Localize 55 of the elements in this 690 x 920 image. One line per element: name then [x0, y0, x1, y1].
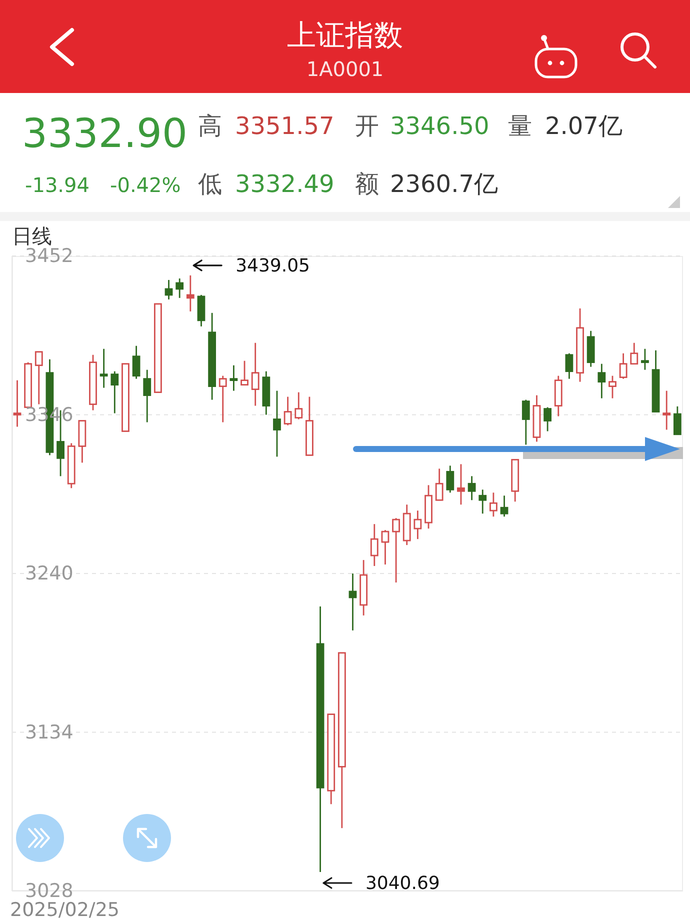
text: 3332.49	[235, 170, 334, 198]
text: 日线	[12, 224, 52, 248]
annotation: 3439.05	[236, 254, 310, 276]
text: -13.94	[25, 173, 90, 197]
candlestick	[208, 312, 216, 400]
y-tick-label: 3028	[25, 880, 74, 902]
candlestick	[143, 369, 152, 423]
annotation: 3040.69	[365, 872, 440, 894]
candlestick	[348, 572, 357, 632]
candlestick	[164, 279, 173, 300]
text: 2360.7亿	[390, 170, 498, 198]
candlestick	[360, 559, 368, 616]
candlestick	[251, 342, 260, 406]
candlestick	[370, 523, 378, 567]
text: 3346.50	[390, 112, 490, 140]
text: 高	[198, 112, 222, 140]
candlestick	[327, 714, 336, 805]
text: -0.42%	[110, 173, 181, 197]
candlestick	[511, 458, 520, 502]
text: 2.07亿	[545, 112, 622, 140]
candlestick	[273, 390, 281, 458]
candlestick	[338, 652, 346, 829]
candlestick	[435, 468, 444, 501]
text: 3351.57	[235, 112, 334, 140]
text: 开	[355, 112, 379, 140]
candlestick	[230, 364, 238, 392]
candlestick	[468, 475, 476, 501]
text: 2025/02/25	[10, 899, 120, 920]
text: 3332.90	[22, 111, 188, 157]
text: 额	[355, 170, 379, 198]
candlestick	[100, 348, 108, 388]
candlestick	[176, 278, 184, 299]
candlestick	[414, 510, 422, 540]
candlestick	[186, 274, 194, 312]
candlestick	[652, 350, 660, 412]
candlestick	[306, 396, 314, 456]
candlestick	[13, 380, 22, 428]
candlestick	[630, 342, 638, 365]
candlestick	[598, 363, 606, 399]
text: 低	[198, 170, 222, 198]
candlestick	[316, 606, 324, 873]
candlestick	[240, 360, 248, 386]
chart-subtitle: 1A0001	[306, 57, 384, 81]
y-tick-label: 3452	[25, 245, 74, 267]
y-tick-label: 3134	[25, 721, 74, 744]
text: 量	[508, 112, 532, 140]
candlestick	[122, 363, 130, 432]
candlestick	[154, 303, 162, 393]
candlestick	[78, 420, 86, 464]
candlestick	[34, 351, 43, 405]
candlestick	[478, 488, 487, 514]
chart-title: 上证指数	[287, 18, 403, 52]
candlestick	[457, 463, 465, 506]
y-tick-label: 3240	[25, 562, 74, 584]
candlestick	[662, 390, 671, 430]
